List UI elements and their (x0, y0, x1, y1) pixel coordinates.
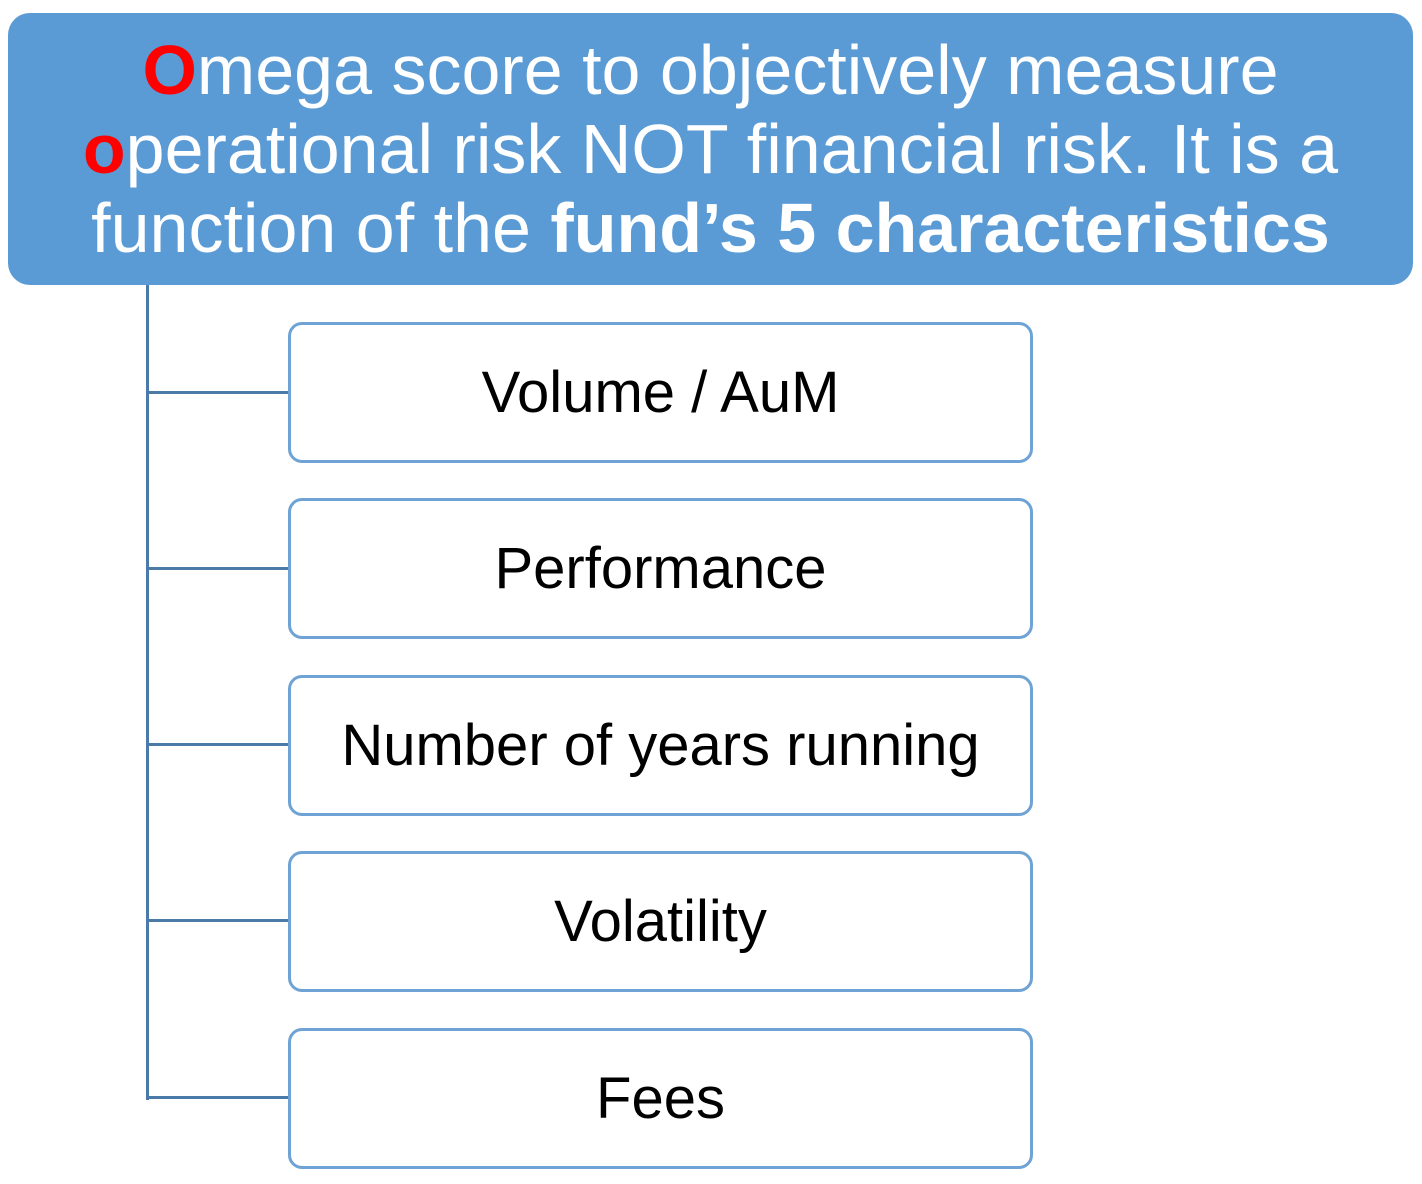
header-line-3: function of the (91, 188, 551, 267)
connector-branch (146, 391, 288, 394)
connector-branch (146, 919, 288, 922)
characteristic-label: Fees (596, 1066, 725, 1131)
characteristic-label: Performance (494, 536, 827, 601)
characteristic-box-volatility: Volatility (288, 851, 1033, 992)
characteristic-box-volume: Volume / AuM (288, 322, 1033, 463)
characteristic-box-years-running: Number of years running (288, 675, 1033, 816)
header-accent-letter-1: O (142, 30, 197, 109)
characteristic-box-fees: Fees (288, 1028, 1033, 1169)
characteristic-label: Volatility (554, 889, 767, 954)
header-accent-letter-2: o (82, 109, 126, 188)
header-line-3-bold: fund’s 5 characteristics (550, 188, 1330, 267)
characteristic-box-performance: Performance (288, 498, 1033, 639)
header-line-1: mega score to objectively measure (196, 30, 1279, 109)
connector-branch (146, 1096, 288, 1099)
header-box: Omega score to objectively measure opera… (8, 13, 1413, 285)
characteristic-label: Volume / AuM (481, 360, 840, 425)
header-title: Omega score to objectively measure opera… (73, 31, 1348, 268)
connector-branch (146, 743, 288, 746)
header-line-2: perational risk NOT financial risk. It i… (125, 109, 1339, 188)
characteristic-label: Number of years running (341, 713, 980, 778)
connector-trunk (146, 285, 149, 1100)
connector-branch (146, 567, 288, 570)
